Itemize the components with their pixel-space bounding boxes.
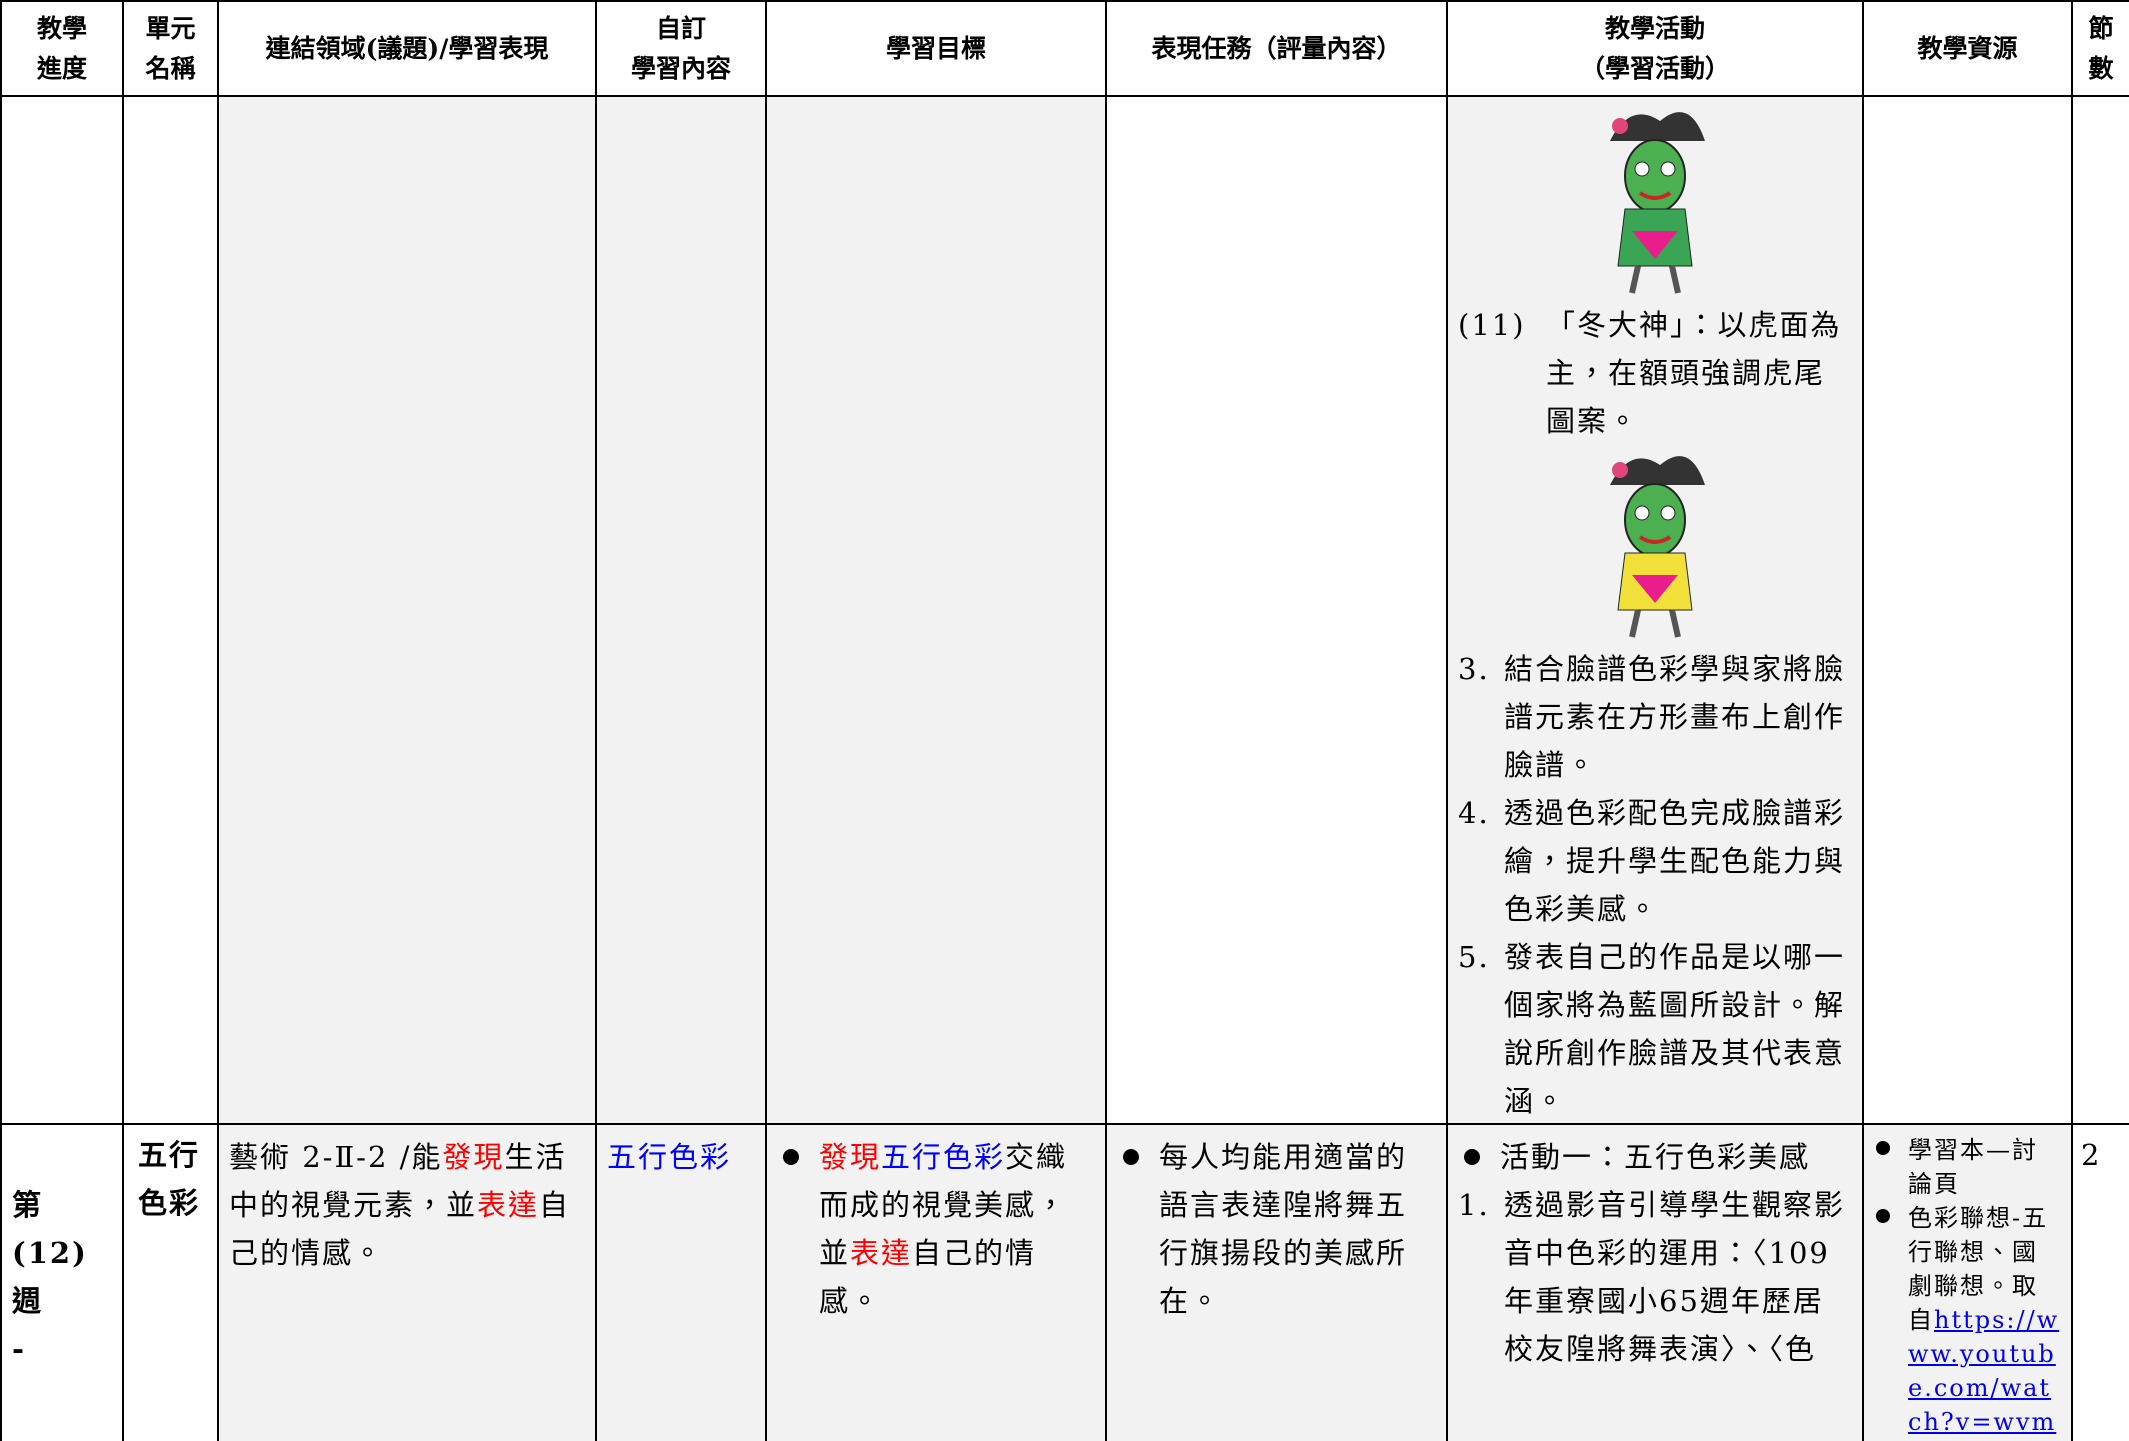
content-cell: 五行色彩 <box>595 1123 767 1441</box>
header-row: 教學 進度 單元 名稱 連結領域(議題)/學習表現 自訂 學習內容 學習目標 表現任務（評量內容… <box>0 0 2129 97</box>
unit: 五行色彩 <box>138 1138 201 1220</box>
row: (11) 「冬大神」：以虎面為主，在額頭強調虎尾圖案。 3. 結合臉譜色彩學與家將臉… <box>0 95 2129 1125</box>
cell <box>765 95 1107 1125</box>
text-segment: 發現 <box>442 1140 505 1174</box>
item-text: 透過色彩配色完成臉譜彩繪，提升學生配色能力與色彩美感。 <box>1504 796 1846 926</box>
header-text: 教學活動 <box>1604 13 1705 43</box>
text-segment: 表達 <box>477 1188 540 1222</box>
cell <box>1105 95 1448 1125</box>
text-segment: 發現 <box>819 1140 882 1174</box>
text-segment: 自己的情感。 <box>229 1188 571 1270</box>
list-item: 3. 結合臉譜色彩學與家將臉譜元素在方形畫布上創作臉譜。 <box>1458 645 1852 789</box>
resource: 學習本—討論頁 <box>1874 1133 2061 1201</box>
item-number: 5. <box>1458 940 1490 974</box>
text-segment: 五行色彩 <box>607 1140 732 1174</box>
cell <box>2071 95 2129 1125</box>
header-cell: 節數 <box>2071 0 2129 97</box>
header-cell: 教學活動 （學習活動） <box>1446 0 1864 97</box>
resource-text: 色彩聯想-五行聯想、國劇聯想。取自 <box>1908 1204 2049 1334</box>
header-cell: 連結領域(議題)/學習表現 <box>217 0 597 97</box>
header-text: （學習活動） <box>1579 53 1730 83</box>
activity-cell: 活動一：五行色彩美感 1. 透過影音引導學生觀察影音中色彩的運用：〈109年重寮國小… <box>1446 1123 1864 1441</box>
header-text: 名稱 <box>145 53 196 83</box>
header-text: 數 <box>2088 53 2114 83</box>
cell <box>1862 95 2073 1125</box>
list-item: 1. 透過影音引導學生觀察影音中色彩的運用：〈109年重寮國小65週年歷居校友隍將… <box>1458 1181 1852 1373</box>
item-text: 透過影音引導學生觀察影音中色彩的運用：〈109年重寮國小65週年歷居校友隍將舞表… <box>1504 1188 1846 1366</box>
periods-cell: 2 <box>2071 1123 2129 1441</box>
header-text: 教學資源 <box>1917 33 2018 63</box>
cell <box>217 95 597 1125</box>
resource-text: 學習本—討論頁 <box>1908 1136 2038 1198</box>
header-text: 學習內容 <box>630 53 731 83</box>
item-text: 發表自己的作品是以哪一個家將為藍圖所設計。解說所創作臉譜及其代表意涵。 <box>1504 940 1846 1118</box>
header-text: 單元 <box>145 13 196 43</box>
goal-cell: 發現五行色彩交織而成的視覺美感，並表達自己的情感。 <box>765 1123 1107 1441</box>
week-text: 第 <box>12 1188 44 1222</box>
header-text: 節 <box>2088 13 2114 43</box>
week-cell: 第 (12) 週 - <box>0 1123 124 1441</box>
item-text: 「冬大神」：以虎面為主，在額頭強調虎尾圖案。 <box>1546 308 1842 438</box>
header-text: 連結領域(議題)/學習表現 <box>265 33 549 63</box>
week-text: (12) <box>12 1236 88 1270</box>
header-cell: 單元 名稱 <box>122 0 219 97</box>
unit-cell: 五行色彩 <box>122 1123 219 1441</box>
header-cell: 教學 進度 <box>0 0 124 97</box>
list-item: 4. 透過色彩配色完成臉譜彩繪，提升學生配色能力與色彩美感。 <box>1458 789 1852 933</box>
cell <box>0 95 124 1125</box>
text-segment: 自己的情感。 <box>819 1236 1037 1318</box>
header-text: 自訂 <box>655 13 706 43</box>
header-cell: 表現任務（評量內容） <box>1105 0 1448 97</box>
performance-cell: 藝術 2-Ⅱ-2 /能發現生活中的視覺元素，並表達自己的情感。 <box>217 1123 597 1441</box>
list-item: (11) 「冬大神」：以虎面為主，在額頭強調虎尾圖案。 <box>1458 301 1852 445</box>
text-segment: 表達 <box>850 1236 913 1270</box>
header-cell: 學習目標 <box>765 0 1107 97</box>
list-item: 5. 發表自己的作品是以哪一個家將為藍圖所設計。解說所創作臉譜及其代表意涵。 <box>1458 933 1852 1119</box>
mask-illustration <box>1610 456 1705 638</box>
resource: 色彩聯想-五行聯想、國劇聯想。取自https://www.youtube.com… <box>1874 1201 2061 1439</box>
header-cell: 自訂 學習內容 <box>595 0 767 97</box>
row: 第 (12) 週 - 五行色彩 藝術 2-Ⅱ-2 /能發現生活中的視覺元素，並表達自己… <box>0 1123 2129 1441</box>
text-segment: 交織而成的視覺美感，並 <box>819 1140 1068 1270</box>
task: 每人均能用適當的語言表達隍將舞五行旗揚段的美感所在。 <box>1117 1133 1436 1325</box>
text-segment: 五行色彩 <box>881 1140 1006 1174</box>
week-text: - <box>12 1332 27 1366</box>
text-segment: 生活中的視覺元素，並 <box>229 1140 567 1222</box>
cell <box>595 95 767 1125</box>
header-text: 進度 <box>36 53 87 83</box>
item-number: 4. <box>1458 796 1490 830</box>
resources-cell: 學習本—討論頁 色彩聯想-五行聯想、國劇聯想。取自https://www.yout… <box>1862 1123 2073 1441</box>
item-text: 結合臉譜色彩學與家將臉譜元素在方形畫布上創作臉譜。 <box>1504 652 1846 782</box>
header-text: 學習目標 <box>885 33 986 63</box>
item-number: 1. <box>1458 1188 1490 1222</box>
text-segment: 藝術 2-Ⅱ-2 /能 <box>229 1140 443 1174</box>
item-number: (11) <box>1458 308 1526 342</box>
mask-illustration <box>1610 112 1705 294</box>
resource-link[interactable]: https://www.youtube.com/watch?v=wvm <box>1908 1306 2060 1436</box>
activity-title: 活動一：五行色彩美感 <box>1458 1133 1852 1181</box>
week-text: 週 <box>12 1284 44 1318</box>
header-text: 表現任務（評量內容） <box>1151 33 1402 63</box>
item-number: 3. <box>1458 652 1490 686</box>
header-cell: 教學資源 <box>1862 0 2073 97</box>
periods: 2 <box>2081 1138 2102 1172</box>
cell <box>122 95 219 1125</box>
task-cell: 每人均能用適當的語言表達隍將舞五行旗揚段的美感所在。 <box>1105 1123 1448 1441</box>
header-text: 教學 <box>36 13 87 43</box>
activities-cell: (11) 「冬大神」：以虎面為主，在額頭強調虎尾圖案。 3. 結合臉譜色彩學與家將臉… <box>1446 95 1864 1125</box>
